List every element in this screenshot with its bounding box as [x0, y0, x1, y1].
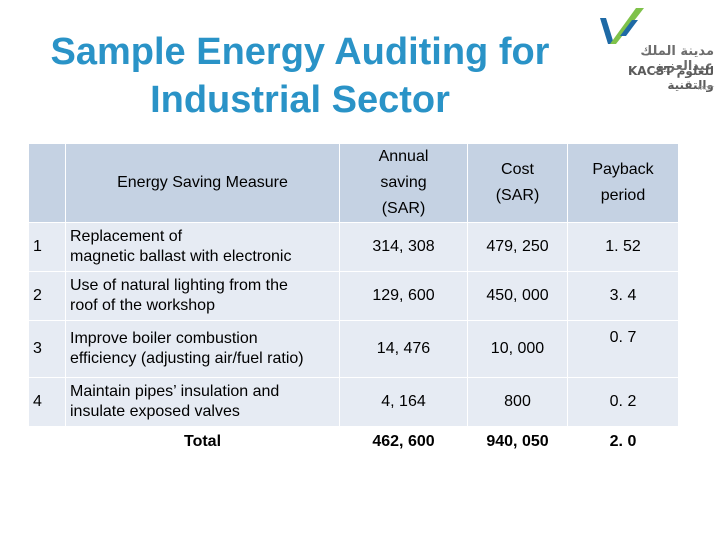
header-num	[28, 143, 66, 223]
row-cost: 479, 250	[467, 222, 568, 272]
row-cost: 450, 000	[467, 271, 568, 321]
slide-title-line2: Industrial Sector	[150, 79, 450, 121]
total-label: Total	[65, 426, 340, 458]
row-measure-line1: Use of natural lighting from the	[70, 277, 288, 294]
logo-arabic-line1: مدينة الملك عبدالعزيز	[640, 44, 714, 74]
total-payback: 2. 0	[567, 426, 679, 458]
row-measure-line1: Maintain pipes’ insulation and	[70, 383, 280, 400]
row-cost: 800	[467, 377, 568, 427]
header-annual-line3: (SAR)	[381, 200, 426, 217]
total-num-cell	[28, 426, 66, 458]
header-payback: Payback period	[567, 143, 679, 223]
header-cost-line1: Cost	[501, 161, 534, 178]
header-annual: Annual saving (SAR)	[339, 143, 468, 223]
energy-audit-table: Energy Saving Measure Annual saving (SAR…	[28, 143, 679, 458]
logo-arabic-line2: KACST للعلوم والتقنية	[627, 64, 714, 92]
logo-subtext: KACST	[697, 86, 714, 92]
row-payback: 3. 4	[567, 271, 679, 321]
row-measure-line2: insulate exposed valves	[70, 403, 240, 420]
table-row: 4 Maintain pipes’ insulation and insulat…	[28, 377, 679, 427]
header-measure: Energy Saving Measure	[65, 143, 340, 223]
row-measure-line1: Replacement of	[70, 228, 183, 245]
header-cost-line2: (SAR)	[495, 187, 540, 204]
row-measure-line2: efficiency (adjusting air/fuel ratio)	[70, 350, 304, 367]
header-payback-line1: Payback	[592, 161, 654, 178]
slide-title: Sample Energy Auditing for Industrial Se…	[20, 28, 580, 124]
row-measure-line1: Improve boiler combustion	[70, 330, 258, 347]
row-annual-saving: 14, 476	[339, 320, 468, 378]
row-number: 3	[28, 320, 66, 378]
header-measure-label: Energy Saving Measure	[117, 174, 288, 191]
row-number: 2	[28, 271, 66, 321]
row-number: 1	[28, 222, 66, 272]
table-row: 3 Improve boiler combustion efficiency (…	[28, 320, 679, 378]
row-measure-line2: roof of the workshop	[70, 297, 215, 314]
table-header-row: Energy Saving Measure Annual saving (SAR…	[28, 143, 679, 223]
row-measure: Use of natural lighting from the roof of…	[65, 271, 340, 321]
kacst-logo-mark	[600, 8, 644, 44]
header-cost: Cost (SAR)	[467, 143, 568, 223]
row-measure: Improve boiler combustion efficiency (ad…	[65, 320, 340, 378]
total-cost: 940, 050	[467, 426, 568, 458]
header-annual-line2: saving	[380, 174, 427, 191]
table-row: 1 Replacement of magnetic ballast with e…	[28, 222, 679, 272]
total-annual-saving: 462, 600	[339, 426, 468, 458]
row-cost: 10, 000	[467, 320, 568, 378]
row-annual-saving: 314, 308	[339, 222, 468, 272]
row-measure-line2: magnetic ballast with electronic	[70, 248, 292, 265]
row-payback: 0. 2	[567, 377, 679, 427]
total-row: Total 462, 600 940, 050 2. 0	[28, 426, 679, 458]
row-annual-saving: 129, 600	[339, 271, 468, 321]
row-measure: Replacement of magnetic ballast with ele…	[65, 222, 340, 272]
header-annual-line1: Annual	[378, 148, 429, 165]
slide-title-line1: Sample Energy Auditing for	[50, 31, 550, 73]
kacst-logo: مدينة الملك عبدالعزيز KACST للعلوم والتق…	[592, 6, 714, 102]
row-number: 4	[28, 377, 66, 427]
row-payback: 0. 7	[567, 320, 679, 378]
table-row: 2 Use of natural lighting from the roof …	[28, 271, 679, 321]
row-payback: 1. 52	[567, 222, 679, 272]
row-annual-saving: 4, 164	[339, 377, 468, 427]
header-payback-line2: period	[600, 187, 646, 204]
row-measure: Maintain pipes’ insulation and insulate …	[65, 377, 340, 427]
